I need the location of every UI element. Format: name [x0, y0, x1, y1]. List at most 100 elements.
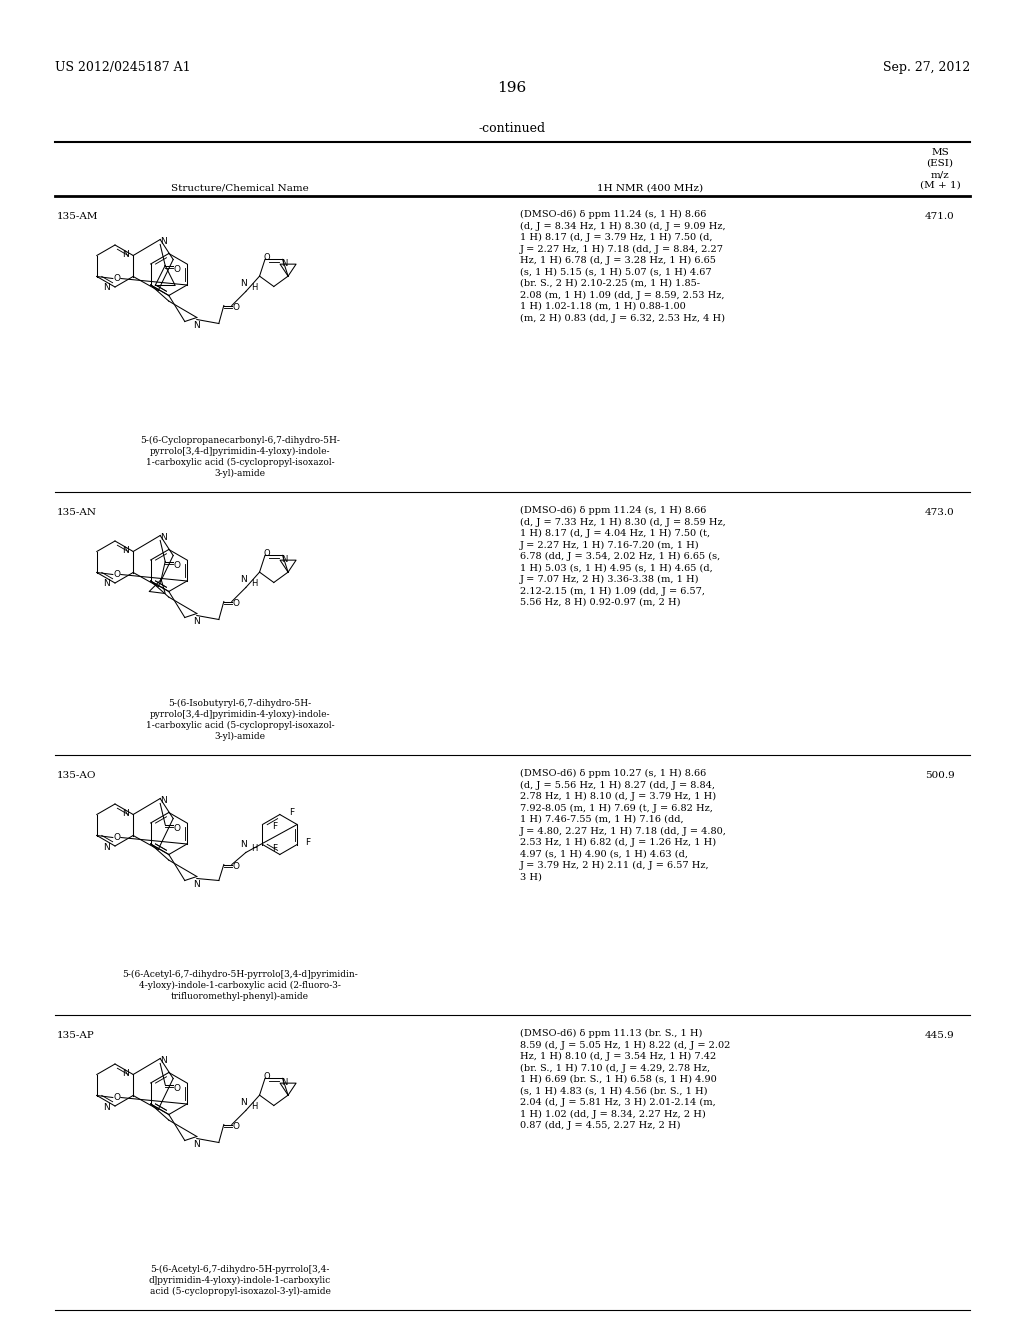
Text: (m, 2 H) 0.83 (dd, J = 6.32, 2.53 Hz, 4 H): (m, 2 H) 0.83 (dd, J = 6.32, 2.53 Hz, 4 …: [520, 314, 725, 322]
Text: 135-AM: 135-AM: [57, 213, 98, 220]
Text: pyrrolo[3,4-d]pyrimidin-4-yloxy)-indole-: pyrrolo[3,4-d]pyrimidin-4-yloxy)-indole-: [150, 447, 331, 457]
Text: 1 H) 5.03 (s, 1 H) 4.95 (s, 1 H) 4.65 (d,: 1 H) 5.03 (s, 1 H) 4.95 (s, 1 H) 4.65 (d…: [520, 564, 713, 573]
Text: J = 2.27 Hz, 1 H) 7.16-7.20 (m, 1 H): J = 2.27 Hz, 1 H) 7.16-7.20 (m, 1 H): [520, 540, 699, 549]
Text: 1 H) 8.17 (d, J = 4.04 Hz, 1 H) 7.50 (t,: 1 H) 8.17 (d, J = 4.04 Hz, 1 H) 7.50 (t,: [520, 529, 710, 539]
Text: 5-(6-Acetyl-6,7-dihydro-5H-pyrrolo[3,4-d]pyrimidin-: 5-(6-Acetyl-6,7-dihydro-5H-pyrrolo[3,4-d…: [122, 970, 357, 979]
Text: MS: MS: [931, 148, 949, 157]
Text: O: O: [232, 862, 240, 871]
Text: 6.78 (dd, J = 3.54, 2.02 Hz, 1 H) 6.65 (s,: 6.78 (dd, J = 3.54, 2.02 Hz, 1 H) 6.65 (…: [520, 552, 720, 561]
Text: (s, 1 H) 5.15 (s, 1 H) 5.07 (s, 1 H) 4.67: (s, 1 H) 5.15 (s, 1 H) 5.07 (s, 1 H) 4.6…: [520, 268, 712, 276]
Text: 7.92-8.05 (m, 1 H) 7.69 (t, J = 6.82 Hz,: 7.92-8.05 (m, 1 H) 7.69 (t, J = 6.82 Hz,: [520, 804, 713, 813]
Text: O: O: [232, 1122, 240, 1131]
Text: 3-yl)-amide: 3-yl)-amide: [214, 733, 265, 741]
Text: 1-carboxylic acid (5-cyclopropyl-isoxazol-: 1-carboxylic acid (5-cyclopropyl-isoxazo…: [145, 721, 334, 730]
Text: 1 H) 8.17 (d, J = 3.79 Hz, 1 H) 7.50 (d,: 1 H) 8.17 (d, J = 3.79 Hz, 1 H) 7.50 (d,: [520, 234, 713, 242]
Text: 5-(6-Isobutyryl-6,7-dihydro-5H-: 5-(6-Isobutyryl-6,7-dihydro-5H-: [168, 700, 311, 708]
Text: 1H NMR (400 MHz): 1H NMR (400 MHz): [597, 183, 703, 193]
Text: H: H: [251, 579, 257, 587]
Text: (M + 1): (M + 1): [920, 181, 961, 190]
Text: 1 H) 1.02 (dd, J = 8.34, 2.27 Hz, 2 H): 1 H) 1.02 (dd, J = 8.34, 2.27 Hz, 2 H): [520, 1110, 706, 1118]
Text: 4-yloxy)-indole-1-carboxylic acid (2-fluoro-3-: 4-yloxy)-indole-1-carboxylic acid (2-flu…: [139, 981, 341, 990]
Text: N: N: [194, 321, 200, 330]
Text: F: F: [272, 822, 278, 832]
Text: 1-carboxylic acid (5-cyclopropyl-isoxazol-: 1-carboxylic acid (5-cyclopropyl-isoxazo…: [145, 458, 334, 467]
Text: O: O: [114, 275, 120, 282]
Text: (DMSO-d6) δ ppm 11.13 (br. S., 1 H): (DMSO-d6) δ ppm 11.13 (br. S., 1 H): [520, 1030, 702, 1038]
Text: N: N: [241, 840, 247, 849]
Text: N: N: [241, 1098, 247, 1107]
Text: N: N: [103, 1102, 111, 1111]
Text: N: N: [194, 880, 200, 888]
Text: N: N: [103, 842, 111, 851]
Text: N: N: [241, 576, 247, 583]
Text: J = 2.27 Hz, 1 H) 7.18 (dd, J = 8.84, 2.27: J = 2.27 Hz, 1 H) 7.18 (dd, J = 8.84, 2.…: [520, 244, 724, 253]
Text: (s, 1 H) 4.83 (s, 1 H) 4.56 (br. S., 1 H): (s, 1 H) 4.83 (s, 1 H) 4.56 (br. S., 1 H…: [520, 1086, 708, 1096]
Text: 135-AN: 135-AN: [57, 508, 97, 517]
Text: 135-AO: 135-AO: [57, 771, 96, 780]
Text: (d, J = 8.34 Hz, 1 H) 8.30 (d, J = 9.09 Hz,: (d, J = 8.34 Hz, 1 H) 8.30 (d, J = 9.09 …: [520, 222, 726, 231]
Text: 135-AP: 135-AP: [57, 1031, 95, 1040]
Text: O: O: [174, 824, 180, 833]
Text: O: O: [174, 1084, 180, 1093]
Text: -continued: -continued: [478, 121, 546, 135]
Text: 3-yl)-amide: 3-yl)-amide: [214, 469, 265, 478]
Text: O: O: [264, 1072, 270, 1081]
Text: (br. S., 1 H) 7.10 (d, J = 4.29, 2.78 Hz,: (br. S., 1 H) 7.10 (d, J = 4.29, 2.78 Hz…: [520, 1064, 710, 1073]
Text: Hz, 1 H) 6.78 (d, J = 3.28 Hz, 1 H) 6.65: Hz, 1 H) 6.78 (d, J = 3.28 Hz, 1 H) 6.65: [520, 256, 716, 265]
Text: N: N: [122, 546, 129, 554]
Text: 2.04 (d, J = 5.81 Hz, 3 H) 2.01-2.14 (m,: 2.04 (d, J = 5.81 Hz, 3 H) 2.01-2.14 (m,: [520, 1098, 716, 1107]
Text: N: N: [282, 1078, 288, 1086]
Text: F: F: [272, 843, 278, 853]
Text: 5-(6-Acetyl-6,7-dihydro-5H-pyrrolo[3,4-: 5-(6-Acetyl-6,7-dihydro-5H-pyrrolo[3,4-: [151, 1265, 330, 1274]
Text: F: F: [305, 838, 310, 847]
Text: N: N: [282, 554, 288, 564]
Text: N: N: [241, 279, 247, 288]
Text: 1 H) 7.46-7.55 (m, 1 H) 7.16 (dd,: 1 H) 7.46-7.55 (m, 1 H) 7.16 (dd,: [520, 814, 684, 824]
Text: trifluoromethyl-phenyl)-amide: trifluoromethyl-phenyl)-amide: [171, 993, 309, 1001]
Text: m/z: m/z: [931, 170, 949, 180]
Text: Sep. 27, 2012: Sep. 27, 2012: [883, 62, 970, 74]
Text: H: H: [251, 1102, 257, 1111]
Text: (ESI): (ESI): [927, 158, 953, 168]
Text: N: N: [160, 238, 167, 246]
Text: J = 4.80, 2.27 Hz, 1 H) 7.18 (dd, J = 4.80,: J = 4.80, 2.27 Hz, 1 H) 7.18 (dd, J = 4.…: [520, 826, 727, 836]
Text: 8.59 (d, J = 5.05 Hz, 1 H) 8.22 (d, J = 2.02: 8.59 (d, J = 5.05 Hz, 1 H) 8.22 (d, J = …: [520, 1040, 730, 1049]
Text: 500.9: 500.9: [925, 771, 954, 780]
Text: 471.0: 471.0: [925, 213, 954, 220]
Text: Hz, 1 H) 8.10 (d, J = 3.54 Hz, 1 H) 7.42: Hz, 1 H) 8.10 (d, J = 3.54 Hz, 1 H) 7.42: [520, 1052, 716, 1061]
Text: 2.08 (m, 1 H) 1.09 (dd, J = 8.59, 2.53 Hz,: 2.08 (m, 1 H) 1.09 (dd, J = 8.59, 2.53 H…: [520, 290, 725, 300]
Text: O: O: [264, 253, 270, 261]
Text: N: N: [103, 284, 111, 293]
Text: (DMSO-d6) δ ppm 11.24 (s, 1 H) 8.66: (DMSO-d6) δ ppm 11.24 (s, 1 H) 8.66: [520, 210, 707, 219]
Text: 4.97 (s, 1 H) 4.90 (s, 1 H) 4.63 (d,: 4.97 (s, 1 H) 4.90 (s, 1 H) 4.63 (d,: [520, 850, 688, 858]
Text: O: O: [114, 833, 120, 842]
Text: (d, J = 7.33 Hz, 1 H) 8.30 (d, J = 8.59 Hz,: (d, J = 7.33 Hz, 1 H) 8.30 (d, J = 8.59 …: [520, 517, 726, 527]
Text: N: N: [122, 249, 129, 259]
Text: O: O: [114, 570, 120, 579]
Text: H: H: [251, 282, 257, 292]
Text: N: N: [122, 1069, 129, 1078]
Text: O: O: [232, 599, 240, 609]
Text: O: O: [174, 265, 180, 275]
Text: (DMSO-d6) δ ppm 10.27 (s, 1 H) 8.66: (DMSO-d6) δ ppm 10.27 (s, 1 H) 8.66: [520, 770, 707, 777]
Text: H: H: [251, 843, 257, 853]
Text: N: N: [160, 796, 167, 805]
Text: (DMSO-d6) δ ppm 11.24 (s, 1 H) 8.66: (DMSO-d6) δ ppm 11.24 (s, 1 H) 8.66: [520, 506, 707, 515]
Text: N: N: [103, 579, 111, 589]
Text: O: O: [174, 561, 180, 570]
Text: 0.87 (dd, J = 4.55, 2.27 Hz, 2 H): 0.87 (dd, J = 4.55, 2.27 Hz, 2 H): [520, 1121, 681, 1130]
Text: F: F: [289, 808, 294, 817]
Text: N: N: [160, 533, 167, 543]
Text: Structure/Chemical Name: Structure/Chemical Name: [171, 183, 309, 193]
Text: 2.12-2.15 (m, 1 H) 1.09 (dd, J = 6.57,: 2.12-2.15 (m, 1 H) 1.09 (dd, J = 6.57,: [520, 586, 705, 595]
Text: O: O: [264, 549, 270, 558]
Text: O: O: [114, 1093, 120, 1102]
Text: acid (5-cyclopropyl-isoxazol-3-yl)-amide: acid (5-cyclopropyl-isoxazol-3-yl)-amide: [150, 1287, 331, 1296]
Text: J = 7.07 Hz, 2 H) 3.36-3.38 (m, 1 H): J = 7.07 Hz, 2 H) 3.36-3.38 (m, 1 H): [520, 576, 699, 585]
Text: 2.53 Hz, 1 H) 6.82 (d, J = 1.26 Hz, 1 H): 2.53 Hz, 1 H) 6.82 (d, J = 1.26 Hz, 1 H): [520, 838, 716, 847]
Text: (br. S., 2 H) 2.10-2.25 (m, 1 H) 1.85-: (br. S., 2 H) 2.10-2.25 (m, 1 H) 1.85-: [520, 279, 700, 288]
Text: N: N: [160, 1056, 167, 1065]
Text: N: N: [194, 1140, 200, 1148]
Text: 1 H) 1.02-1.18 (m, 1 H) 0.88-1.00: 1 H) 1.02-1.18 (m, 1 H) 0.88-1.00: [520, 302, 686, 312]
Text: J = 3.79 Hz, 2 H) 2.11 (d, J = 6.57 Hz,: J = 3.79 Hz, 2 H) 2.11 (d, J = 6.57 Hz,: [520, 861, 710, 870]
